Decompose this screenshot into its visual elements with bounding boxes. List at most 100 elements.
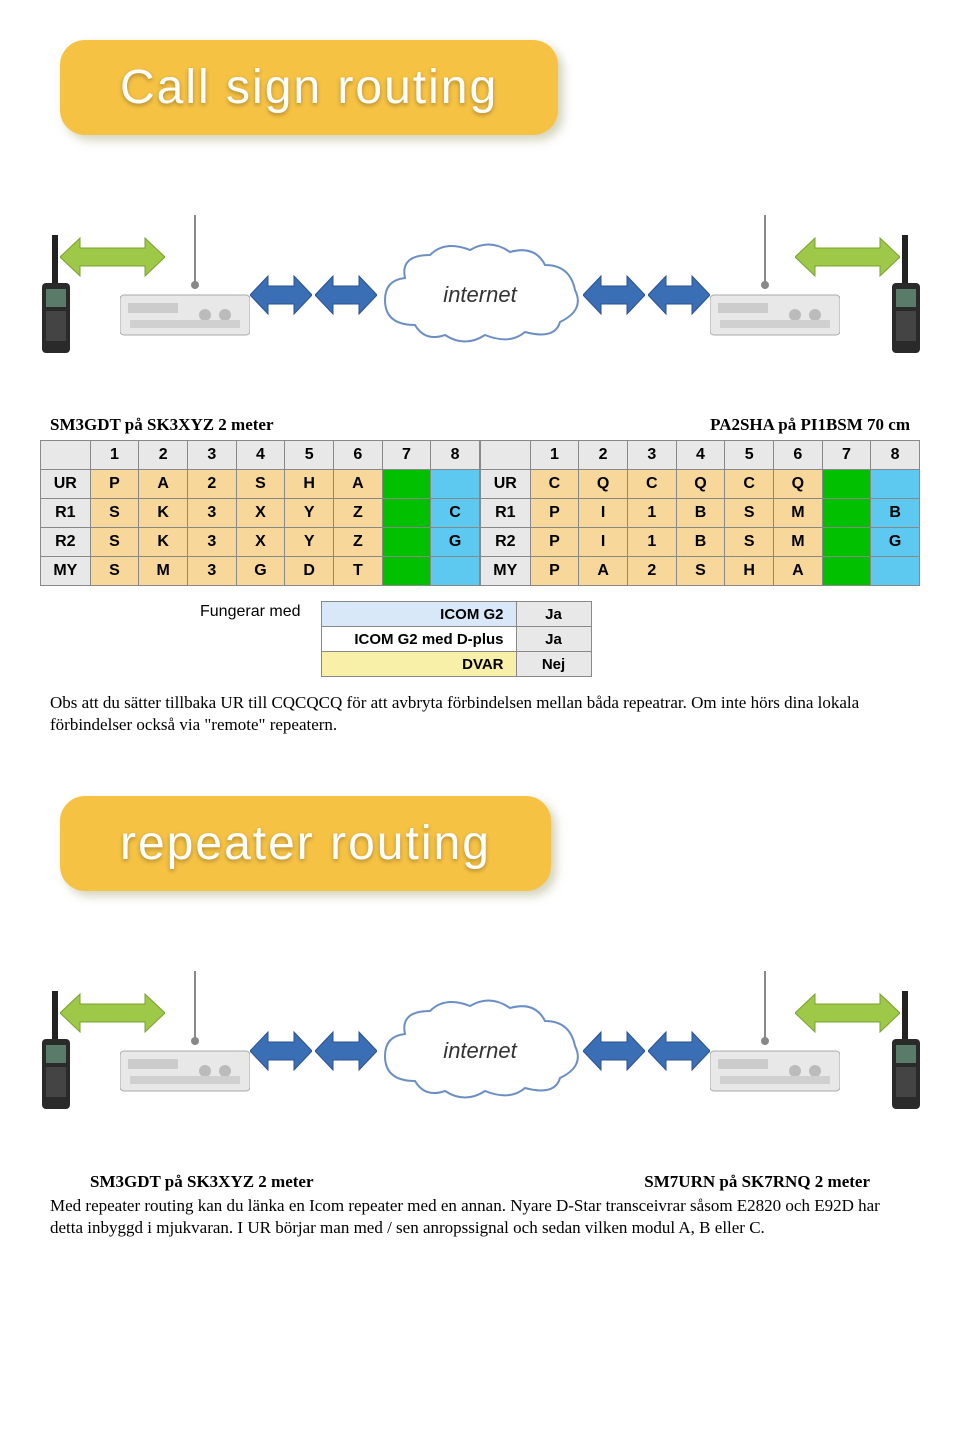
grid-cell: C — [725, 470, 774, 499]
grid-cell: S — [676, 557, 725, 586]
row-label: UR — [481, 470, 531, 499]
grid-cell — [871, 470, 920, 499]
grid-cell: A — [579, 557, 628, 586]
grid-cell: Q — [676, 470, 725, 499]
blue-arrow-icon — [583, 270, 645, 325]
antenna-icon — [755, 971, 775, 1051]
grid-cell: A — [773, 557, 822, 586]
grid-cell — [382, 470, 430, 499]
row-label: R1 — [41, 499, 91, 528]
col-header: 7 — [822, 441, 870, 470]
compat-label: Fungerar med — [200, 601, 301, 621]
grid-cell: K — [139, 499, 188, 528]
grid-cell — [382, 557, 430, 586]
row-label: MY — [481, 557, 531, 586]
col-header: 6 — [773, 441, 822, 470]
caption2-left: SM3GDT på SK3XYZ 2 meter — [90, 1171, 314, 1193]
grid-cell: 2 — [627, 557, 676, 586]
blue-arrow-icon — [583, 1026, 645, 1081]
grid-cell — [431, 470, 480, 499]
grid-cell — [822, 528, 870, 557]
grid-cell: S — [725, 528, 774, 557]
grid-cell: C — [627, 470, 676, 499]
grid-cell: M — [139, 557, 188, 586]
antenna-icon — [755, 215, 775, 295]
caption-left: SM3GDT på SK3XYZ 2 meter — [50, 415, 274, 435]
grid-cell: G — [871, 528, 920, 557]
handheld-radio-icon — [880, 235, 930, 370]
col-header: 3 — [627, 441, 676, 470]
grid-cell: X — [236, 499, 285, 528]
blue-arrow-icon — [648, 1026, 710, 1081]
table-left: 12345678URPA2SHAR1SK3XYZCR2SK3XYZGMYSM3G… — [40, 440, 480, 586]
grid-cell: I — [579, 499, 628, 528]
repeater-icon — [120, 285, 250, 345]
grid-cell: C — [530, 470, 579, 499]
cloud-icon: internet — [370, 240, 590, 350]
blue-arrow-icon — [250, 270, 312, 325]
grid-cell: S — [90, 557, 139, 586]
compat-value: Ja — [516, 627, 591, 652]
blue-arrow-icon — [648, 270, 710, 325]
blue-arrow-icon — [315, 270, 377, 325]
col-header: 1 — [530, 441, 579, 470]
repeater-icon — [710, 285, 840, 345]
grid-cell: M — [773, 528, 822, 557]
grid-cell: Y — [285, 499, 334, 528]
grid-cell: Z — [334, 499, 383, 528]
green-arrow-icon — [60, 230, 165, 290]
green-arrow-icon — [60, 986, 165, 1046]
col-header: 7 — [382, 441, 430, 470]
grid-cell: G — [431, 528, 480, 557]
grid-cell: I — [579, 528, 628, 557]
grid-cell — [871, 557, 920, 586]
table-right: 12345678URCQCQCQR1PI1BSMBR2PI1BSMGMYPA2S… — [480, 440, 920, 586]
grid-cell: 1 — [627, 499, 676, 528]
row-label: UR — [41, 470, 91, 499]
grid-cell: H — [285, 470, 334, 499]
caption2-right: SM7URN på SK7RNQ 2 meter — [644, 1171, 870, 1193]
compat-value: Nej — [516, 652, 591, 677]
grid-cell: 1 — [627, 528, 676, 557]
compat-value: Ja — [516, 602, 591, 627]
grid-cell: A — [334, 470, 383, 499]
grid-cell: 3 — [188, 528, 236, 557]
para2-text: Med repeater routing kan du länka en Ico… — [50, 1196, 880, 1237]
col-header: 1 — [90, 441, 139, 470]
diagram-1: internet — [20, 195, 940, 395]
grid-cell: Y — [285, 528, 334, 557]
compat-row: Fungerar med ICOM G2JaICOM G2 med D-plus… — [200, 601, 940, 677]
antenna-icon — [185, 971, 205, 1051]
grid-cell — [822, 470, 870, 499]
grid-cell: G — [236, 557, 285, 586]
grid-cell: X — [236, 528, 285, 557]
grid-cell — [382, 499, 430, 528]
row-label: R2 — [481, 528, 531, 557]
compat-name: DVAR — [321, 652, 516, 677]
row-label: R1 — [481, 499, 531, 528]
blue-arrow-icon — [250, 1026, 312, 1081]
repeater-icon — [710, 1041, 840, 1101]
compat-name: ICOM G2 med D-plus — [321, 627, 516, 652]
cloud-label: internet — [443, 1038, 516, 1064]
paragraph-2: SM3GDT på SK3XYZ 2 meter SM7URN på SK7RN… — [50, 1171, 910, 1239]
grid-cell: S — [90, 499, 139, 528]
grid-cell: S — [90, 528, 139, 557]
tables-row: 12345678URPA2SHAR1SK3XYZCR2SK3XYZGMYSM3G… — [40, 440, 920, 586]
grid-cell: P — [530, 557, 579, 586]
grid-cell: P — [530, 528, 579, 557]
grid-cell: 3 — [188, 557, 236, 586]
antenna-icon — [185, 215, 205, 295]
row-label: MY — [41, 557, 91, 586]
blue-arrow-icon — [315, 1026, 377, 1081]
grid-cell: S — [236, 470, 285, 499]
handheld-radio-icon — [880, 991, 930, 1126]
col-header: 4 — [236, 441, 285, 470]
col-header: 3 — [188, 441, 236, 470]
compat-name: ICOM G2 — [321, 602, 516, 627]
banner-repeater: repeater routing — [60, 796, 551, 891]
grid-cell — [822, 557, 870, 586]
grid-cell: P — [530, 499, 579, 528]
grid-cell: A — [139, 470, 188, 499]
col-header: 6 — [334, 441, 383, 470]
